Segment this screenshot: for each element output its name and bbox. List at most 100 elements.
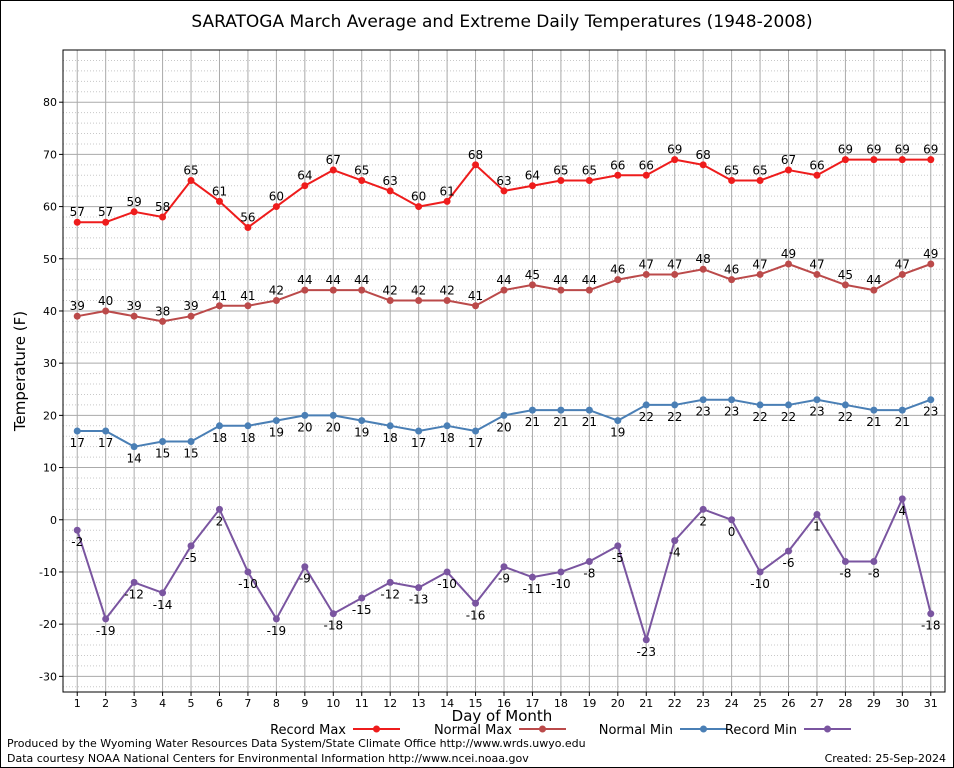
data-point — [329, 411, 337, 419]
data-point — [699, 505, 707, 513]
x-tick-label: 15 — [469, 697, 483, 710]
data-point — [585, 176, 593, 184]
data-point — [785, 166, 793, 174]
data-label: 65 — [752, 163, 767, 177]
data-point — [671, 270, 679, 278]
legend-swatch-marker — [539, 725, 546, 733]
data-label: 22 — [838, 410, 853, 424]
y-axis-label: Temperature (F) — [11, 311, 29, 432]
data-label: -18 — [921, 619, 941, 633]
data-label: 42 — [269, 284, 284, 298]
data-point — [557, 568, 565, 576]
y-tick-label: 20 — [43, 409, 57, 422]
data-point — [443, 297, 451, 305]
data-point — [557, 286, 565, 294]
data-label: 61 — [439, 184, 454, 198]
data-point — [557, 176, 565, 184]
data-label: 69 — [866, 143, 881, 157]
legend-item: Record Max — [270, 723, 400, 738]
data-point — [386, 187, 394, 195]
data-label: 15 — [183, 446, 198, 460]
data-label: -18 — [323, 619, 343, 633]
data-label: 68 — [468, 148, 483, 162]
data-label: 65 — [553, 163, 568, 177]
data-point — [728, 176, 736, 184]
data-label: 41 — [468, 289, 483, 303]
x-tick-label: 29 — [867, 697, 881, 710]
x-tick-label: 9 — [301, 697, 308, 710]
x-tick-label: 4 — [159, 697, 166, 710]
data-label: 44 — [354, 273, 369, 287]
data-label: 21 — [582, 415, 597, 429]
data-label: 65 — [582, 163, 597, 177]
data-label: 45 — [525, 268, 540, 282]
data-point — [671, 537, 679, 545]
data-point — [500, 411, 508, 419]
data-point — [813, 171, 821, 179]
data-point — [415, 297, 423, 305]
data-point — [102, 427, 110, 435]
data-point — [614, 542, 622, 550]
data-point — [472, 427, 480, 435]
data-label: 20 — [326, 420, 341, 434]
data-point — [898, 156, 906, 164]
chart-title: SARATOGA March Average and Extreme Daily… — [191, 12, 812, 32]
legend-swatch-marker — [824, 725, 831, 733]
data-point — [244, 302, 252, 310]
data-label: 45 — [838, 268, 853, 282]
legend-label: Record Max — [270, 723, 346, 738]
data-point — [785, 260, 793, 268]
x-tick-label: 1 — [74, 697, 81, 710]
data-point — [187, 312, 195, 320]
data-label: 59 — [126, 195, 141, 209]
x-tick-label: 28 — [838, 697, 852, 710]
data-point — [159, 437, 167, 445]
data-label: 68 — [696, 148, 711, 162]
data-point — [756, 176, 764, 184]
data-label: 61 — [212, 184, 227, 198]
y-tick-label: -20 — [39, 618, 57, 631]
data-label: 42 — [383, 284, 398, 298]
x-axis: 1 2 3 4 5 6 7 8 9 10 11 12 13 14 15 16 17 18 19 20 21 22 23 24 2… — [74, 692, 938, 710]
data-point — [585, 406, 593, 414]
data-label: 47 — [752, 257, 767, 271]
data-point — [528, 573, 536, 581]
data-point — [215, 302, 223, 310]
data-point — [614, 171, 622, 179]
data-label: 19 — [610, 426, 625, 440]
data-point — [756, 568, 764, 576]
x-tick-label: 30 — [895, 697, 909, 710]
data-label: 44 — [582, 273, 597, 287]
data-point — [301, 563, 309, 571]
legend-item: Normal Max — [434, 723, 566, 738]
data-point — [472, 161, 480, 169]
data-point — [614, 276, 622, 284]
data-label: 22 — [639, 410, 654, 424]
data-label: 65 — [354, 163, 369, 177]
data-label: -19 — [267, 624, 287, 638]
data-point — [898, 270, 906, 278]
data-point — [671, 401, 679, 409]
data-point — [927, 610, 935, 618]
data-label: 58 — [155, 200, 170, 214]
data-label: 57 — [70, 205, 85, 219]
data-label: 19 — [269, 426, 284, 440]
data-point — [870, 286, 878, 294]
data-point — [443, 197, 451, 205]
data-label: -15 — [352, 603, 372, 617]
data-point — [102, 615, 110, 623]
data-label: 63 — [383, 174, 398, 188]
x-tick-label: 27 — [810, 697, 824, 710]
data-point — [585, 286, 593, 294]
data-point — [528, 182, 536, 190]
data-point — [272, 417, 280, 425]
x-axis-label: Day of Month — [452, 707, 553, 725]
data-label: -6 — [783, 556, 795, 570]
data-point — [528, 281, 536, 289]
data-point — [301, 182, 309, 190]
data-label: 60 — [411, 190, 426, 204]
x-tick-label: 14 — [440, 697, 454, 710]
x-tick-label: 12 — [383, 697, 397, 710]
data-point — [443, 568, 451, 576]
